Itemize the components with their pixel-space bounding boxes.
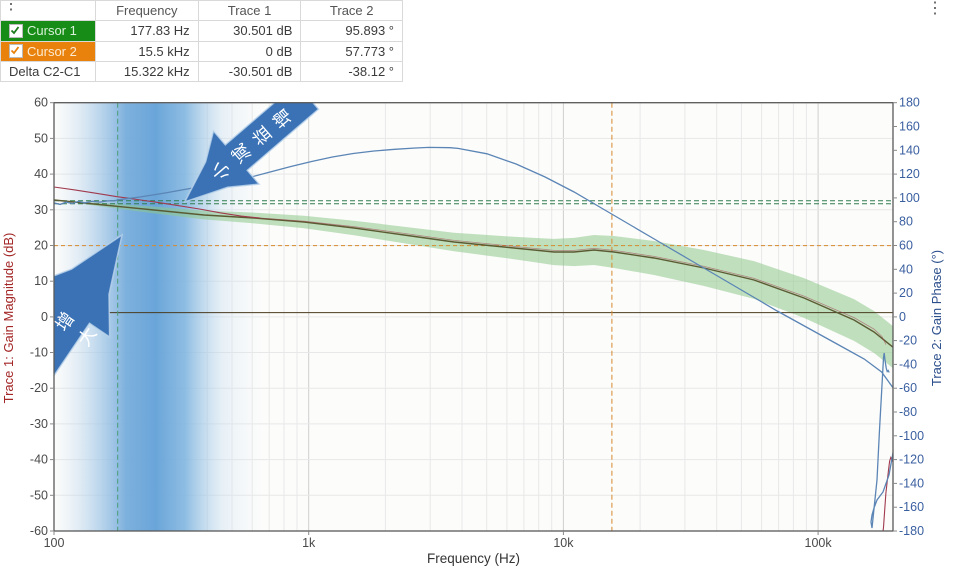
- svg-text:120: 120: [899, 167, 920, 181]
- svg-text:-20: -20: [30, 381, 48, 395]
- svg-text:-50: -50: [30, 488, 48, 502]
- svg-text:40: 40: [899, 262, 913, 276]
- svg-text:100: 100: [899, 191, 920, 205]
- svg-text:20: 20: [34, 239, 48, 253]
- svg-text:-40: -40: [899, 357, 917, 371]
- svg-text:180: 180: [899, 96, 920, 110]
- svg-text:1k: 1k: [302, 536, 316, 550]
- svg-text:140: 140: [899, 143, 920, 157]
- svg-text:Frequency (Hz): Frequency (Hz): [427, 551, 520, 566]
- svg-text:-30: -30: [30, 417, 48, 431]
- svg-text:-160: -160: [899, 500, 924, 514]
- svg-text:50: 50: [34, 131, 48, 145]
- svg-text:-20: -20: [899, 334, 917, 348]
- svg-text:80: 80: [899, 215, 913, 229]
- svg-text:160: 160: [899, 120, 920, 134]
- svg-text:100k: 100k: [805, 536, 833, 550]
- svg-text:-80: -80: [899, 405, 917, 419]
- svg-text:20: 20: [899, 286, 913, 300]
- svg-text:-120: -120: [899, 453, 924, 467]
- svg-text:100: 100: [44, 536, 65, 550]
- svg-text:Trace 1: Gain Magnitude (dB): Trace 1: Gain Magnitude (dB): [1, 233, 16, 404]
- svg-text:-100: -100: [899, 429, 924, 443]
- svg-text:-180: -180: [899, 524, 924, 538]
- svg-text:40: 40: [34, 167, 48, 181]
- svg-text:-10: -10: [30, 346, 48, 360]
- svg-text:0: 0: [899, 310, 906, 324]
- svg-text:60: 60: [899, 239, 913, 253]
- svg-text:60: 60: [34, 96, 48, 110]
- svg-text:-40: -40: [30, 453, 48, 467]
- svg-text:Trace 2: Gain Phase (°): Trace 2: Gain Phase (°): [929, 250, 944, 386]
- svg-text:10k: 10k: [553, 536, 574, 550]
- svg-text:10: 10: [34, 274, 48, 288]
- svg-text:30: 30: [34, 203, 48, 217]
- svg-text:0: 0: [41, 310, 48, 324]
- svg-text:-140: -140: [899, 476, 924, 490]
- svg-text:-60: -60: [899, 381, 917, 395]
